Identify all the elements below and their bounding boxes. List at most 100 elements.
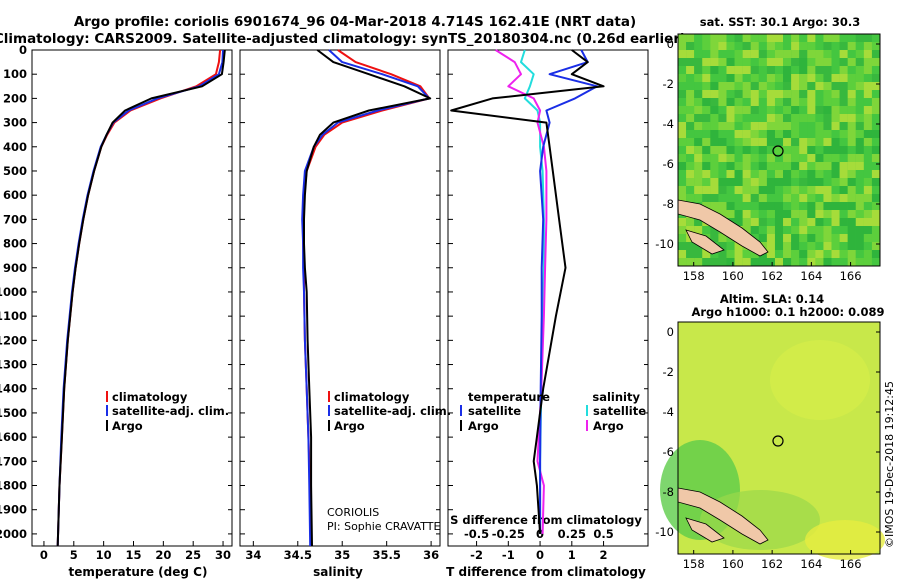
sst-cell [791, 226, 800, 235]
sst-cell [678, 242, 687, 251]
sst-cell [726, 122, 735, 131]
sst-cell [742, 90, 751, 99]
sst-cell [694, 258, 703, 267]
sla-map-title-line1: Altim. SLA: 0.14 [720, 292, 824, 306]
sst-cell [823, 34, 832, 43]
sst-cell [758, 50, 767, 59]
sst-cell [855, 202, 864, 211]
sst-cell [791, 114, 800, 123]
figure-title-line2: Climatology: CARS2009. Satellite-adjuste… [0, 31, 686, 47]
sst-cell [783, 106, 792, 115]
sst-cell [774, 234, 784, 243]
sst-cell [726, 194, 735, 203]
sst-cell [750, 130, 759, 139]
sst-cell [791, 90, 800, 99]
temp-x-tick-label: 15 [125, 548, 141, 562]
sst-cell [686, 194, 695, 203]
sst-cell [783, 98, 792, 107]
sst-cell [734, 98, 743, 107]
sst-cell [839, 114, 848, 123]
sst-cell [831, 42, 840, 51]
sst-cell [702, 154, 711, 163]
sst-cell [710, 66, 719, 75]
sst-cell [847, 154, 856, 163]
sst-cell [774, 50, 784, 59]
sst-cell [766, 122, 776, 131]
sst-cell [774, 210, 784, 219]
sst-cell [823, 122, 832, 131]
map-x-tick-label: 160 [722, 269, 744, 283]
sst-cell [710, 82, 719, 91]
sst-cell [783, 202, 792, 211]
sst-cell [839, 34, 848, 43]
sst-cell [774, 242, 784, 251]
sst-cell [847, 186, 856, 195]
sst-cell [807, 42, 816, 51]
sst-cell [847, 34, 856, 43]
sst-cell [807, 122, 816, 131]
sst-cell [774, 202, 784, 211]
sst-cell [855, 66, 864, 75]
sst-cell [718, 138, 727, 147]
sst-cell [831, 194, 840, 203]
sst-cell [686, 186, 695, 195]
sst-cell [742, 138, 751, 147]
institution-label: CORIOLIS [327, 506, 379, 519]
sla-island-small [685, 517, 725, 543]
sal-climatology-line [302, 49, 431, 547]
sst-cell [750, 250, 759, 259]
sst-cell [686, 162, 695, 171]
sla-mid-region [700, 490, 820, 550]
sst-cell [799, 130, 808, 139]
sst-cell [718, 194, 727, 203]
depth-tick-label: 100 [3, 67, 27, 81]
sst-cell [847, 50, 856, 59]
sst-cell [758, 210, 767, 219]
sst-cell [839, 154, 848, 163]
sst-cell [871, 226, 881, 235]
sst-cell [750, 74, 759, 83]
sst-cell [855, 162, 864, 171]
sst-cell [847, 106, 856, 115]
depth-tick-label: 200 [3, 91, 27, 105]
sst-cell [863, 226, 873, 235]
sla-map-frame [677, 321, 881, 555]
sst-cell [791, 250, 800, 259]
sst-cell [791, 242, 800, 251]
sst-cell [734, 106, 743, 115]
sst-cell [863, 82, 873, 91]
sst-cell [831, 234, 840, 243]
sst-cell [831, 202, 840, 211]
sst-cell [710, 250, 719, 259]
sst-cell [726, 178, 735, 187]
depth-tick-label: 800 [3, 237, 27, 251]
sst-cell [783, 34, 792, 43]
sst-cell [758, 234, 767, 243]
sst-cell [863, 234, 873, 243]
sst-cell [791, 218, 800, 227]
sst-cell [847, 146, 856, 155]
sst-cell [718, 130, 727, 139]
sst-cell [791, 50, 800, 59]
sst-cell [807, 154, 816, 163]
sst-cell [694, 170, 703, 179]
sst-cell [823, 226, 832, 235]
sst-cell [871, 74, 881, 83]
sst-cell [686, 146, 695, 155]
sst-cell [807, 106, 816, 115]
sst-cell [694, 106, 703, 115]
sst-cell [686, 130, 695, 139]
map-y-tick-label: -4 [663, 117, 674, 131]
sst-cell [855, 130, 864, 139]
sst-cell [839, 58, 848, 67]
sst-cell [783, 66, 792, 75]
sst-cell [702, 146, 711, 155]
sst-cell [799, 210, 808, 219]
sst-cell [815, 234, 824, 243]
sst-cell [678, 186, 687, 195]
sst-cell [774, 154, 784, 163]
sst-cell [823, 202, 832, 211]
sst-cell [686, 226, 695, 235]
sst-cell [863, 258, 873, 267]
